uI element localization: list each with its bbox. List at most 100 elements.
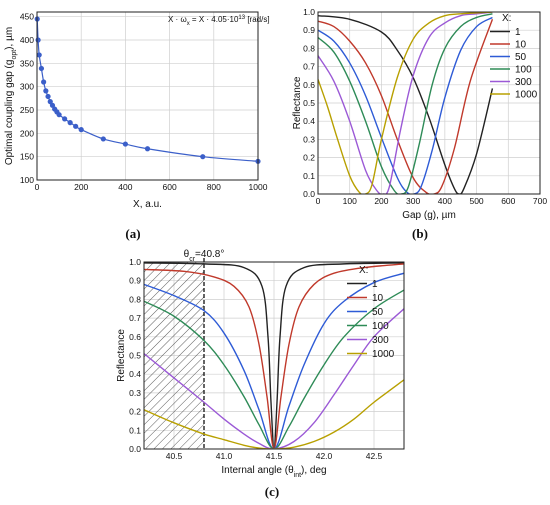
y-axis-label: Reflectance (116, 329, 127, 382)
data-point (122, 141, 128, 147)
panel-label-a: (a) (125, 226, 140, 241)
y-tick-label: 450 (20, 12, 34, 22)
series-line (144, 272, 404, 449)
x-tick-label: 1000 (249, 182, 268, 192)
data-point (73, 123, 79, 129)
legend-label: 100 (372, 321, 389, 332)
legend-label: 1 (372, 279, 378, 290)
text-span: Internal angle (θ (221, 465, 294, 476)
x-axis-label: X, a.u. (133, 199, 162, 210)
series-line (318, 12, 493, 194)
text-span: ), µm (4, 27, 15, 50)
x-axis-label: Gap (g), µm (402, 210, 456, 221)
x-axis-label: Internal angle (θint), deg (221, 465, 326, 479)
series-line (144, 262, 404, 449)
legend-label: 1000 (515, 90, 538, 101)
series-line (318, 14, 494, 194)
y-tick-label: 0.7 (303, 62, 315, 72)
data-point (43, 88, 49, 94)
y-tick-label: 0.9 (129, 276, 141, 286)
y-tick-label: 300 (20, 82, 34, 92)
data-point (78, 127, 84, 133)
series-line (144, 308, 404, 449)
y-tick-label: 0.0 (129, 444, 141, 454)
y-tick-label: 0.2 (129, 407, 141, 417)
series-line (318, 12, 493, 194)
x-tick-label: 400 (438, 196, 452, 206)
y-tick-label: 1.0 (303, 7, 315, 17)
y-tick-label: 150 (20, 152, 34, 162)
y-tick-label: 400 (20, 35, 34, 45)
plot-frame (143, 261, 405, 450)
panel-c: 40.5 41.0 41.5 42.0 42.5 0.0 0.1 0.2 0.3 0.4 0.5 0.… (116, 249, 405, 499)
y-tick-label: 200 (20, 128, 34, 138)
legend-title: X: (359, 265, 368, 276)
data-point (36, 52, 42, 58)
legend-label: 10 (372, 293, 384, 304)
y-tick-label: 0.1 (303, 171, 315, 181)
legend-title: X: (502, 13, 511, 24)
x-tick-label: 700 (533, 196, 547, 206)
critical-angle-label: θcr=40.8° (184, 249, 225, 263)
series-line (318, 13, 493, 194)
legend-label: 300 (372, 335, 389, 346)
x-tick-label: 100 (343, 196, 357, 206)
legend-label: 300 (515, 77, 532, 88)
legend-label: 1000 (372, 349, 395, 360)
data-point (56, 112, 62, 118)
series-line (318, 16, 493, 194)
text-span: 13 (238, 15, 245, 21)
data-point (200, 154, 206, 160)
x-tick-label: 0 (316, 196, 321, 206)
hatched-region (144, 262, 204, 449)
y-tick-label: 100 (20, 175, 34, 185)
y-tick-label: 0.8 (129, 294, 141, 304)
y-tick-label: 0.5 (129, 351, 141, 361)
plot-frame (317, 11, 541, 195)
x-tick-label: 500 (469, 196, 483, 206)
text-span: cr (189, 256, 196, 263)
y-axis-label: Optimal coupling gap (gopt), µm (4, 27, 18, 165)
data-point (35, 37, 41, 43)
x-tick-label: 0 (35, 182, 40, 192)
x-tick-label: 600 (163, 182, 177, 192)
x-tick-label: 400 (118, 182, 132, 192)
text-span: [rad/s] (245, 15, 269, 24)
y-tick-label: 0.6 (303, 80, 315, 90)
y-tick-label: 0.2 (303, 153, 315, 163)
x-tick-label: 42.0 (316, 451, 333, 461)
series-line (144, 289, 404, 449)
text-span: ), deg (301, 465, 327, 476)
x-tick-label: 200 (374, 196, 388, 206)
data-point (45, 93, 51, 100)
y-tick-label: 0.9 (303, 25, 315, 35)
y-tick-label: 1.0 (129, 257, 141, 267)
data-point (62, 116, 68, 122)
panel-label-c: (c) (265, 484, 279, 499)
x-tick-label: 41.0 (216, 451, 233, 461)
y-tick-label: 0.5 (303, 98, 315, 108)
data-point (67, 120, 73, 126)
series-group (144, 262, 404, 449)
x-tick-label: 200 (74, 182, 88, 192)
legend-label: 10 (515, 40, 527, 51)
x-tick-label: 41.5 (266, 451, 283, 461)
y-tick-label: 0.7 (129, 313, 141, 323)
text-span: x (187, 21, 190, 27)
y-tick-label: 0.4 (129, 369, 141, 379)
y-tick-label: 350 (20, 58, 34, 68)
x-tick-label: 300 (406, 196, 420, 206)
series-group (318, 12, 494, 194)
y-tick-label: 0.3 (303, 134, 315, 144)
data-point (100, 136, 106, 142)
legend-label: 50 (515, 52, 527, 63)
y-tick-label: 250 (20, 105, 34, 115)
y-tick-label: 0.3 (129, 388, 141, 398)
data-point (41, 79, 47, 85)
text-span: Optimal coupling gap (g (4, 60, 15, 166)
series-line (144, 379, 404, 449)
series-line (144, 263, 404, 449)
panel-a: 0 200 400 600 800 1000 100 150 200 250 300 350 400 45… (4, 11, 270, 241)
text-span: = X · 4.05·10 (190, 15, 239, 24)
data-point (144, 146, 151, 152)
